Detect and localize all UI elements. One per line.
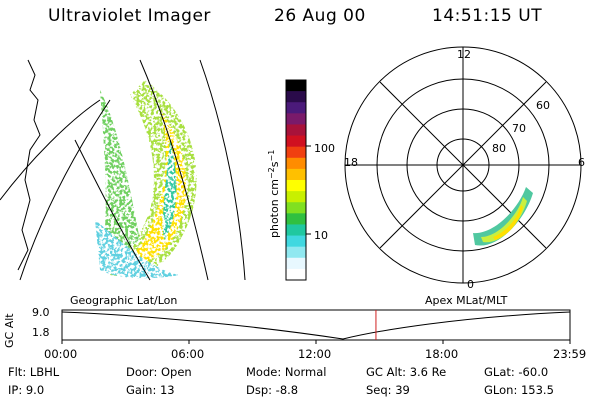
colorbar-band [286, 135, 306, 148]
colorbar-band [286, 80, 306, 92]
timeline-xtick-1800: 18:00 [425, 347, 459, 361]
polar-plot [344, 46, 582, 284]
aurora-band [95, 80, 197, 279]
colorbar-band [286, 202, 306, 214]
mlt-label-18: 18 [344, 156, 358, 169]
timeline-ytick-low: 1.8 [32, 326, 50, 339]
glon-status: GLon: 153.5 [484, 383, 554, 397]
ip-status: IP: 9.0 [8, 383, 45, 397]
mlt-label-6: 6 [578, 156, 585, 169]
geographic-image [0, 59, 246, 281]
time-label: 14:51:15 UT [432, 6, 543, 26]
colorbar-band [286, 257, 306, 270]
polar-aurora [473, 187, 533, 246]
coastline [17, 59, 41, 271]
colorbar-band [286, 102, 306, 114]
colorbar-tick-10: 10 [314, 229, 328, 242]
lat-label-80: 80 [492, 142, 506, 155]
instrument-title: Ultraviolet Imager [48, 6, 211, 26]
colorbar-band [286, 146, 306, 159]
colorbar-band [286, 191, 306, 203]
door-status: Door: Open [126, 365, 192, 379]
colorbar-label: photon cm−2s−1 [267, 150, 281, 238]
gain-status: Gain: 13 [126, 383, 175, 397]
colorbar-band [286, 168, 306, 181]
polar-caption: Apex MLat/MLT [425, 294, 508, 307]
colorbar-band [286, 213, 306, 225]
timeline-xtick-2359: 23:59 [553, 347, 587, 361]
geo-grid-lines [0, 59, 246, 281]
colorbar-band [286, 235, 306, 248]
date-label: 26 Aug 00 [274, 6, 366, 26]
filter-status: Flt: LBHL [8, 365, 60, 379]
glat-status: GLat: -60.0 [484, 365, 549, 379]
mlt-label-0: 0 [467, 278, 474, 291]
lat-label-70: 70 [512, 122, 526, 135]
mode-status: Mode: Normal [246, 365, 327, 379]
timeline-xtick-0000: 00:00 [44, 347, 78, 361]
colorbar-band [286, 180, 306, 192]
colorbar-band [286, 157, 306, 170]
lat-label-60: 60 [536, 99, 550, 112]
timeline-xtick-0600: 06:00 [171, 347, 205, 361]
colorbar-band [286, 246, 306, 259]
altitude-timeline [61, 309, 571, 344]
timeline-xtick-1200: 12:00 [298, 347, 332, 361]
timeline-ytick-high: 9.0 [32, 306, 50, 319]
seq-status: Seq: 39 [366, 383, 410, 397]
colorbar-band [286, 224, 306, 237]
colorbar-band [286, 124, 306, 137]
colorbar-tick-100: 100 [314, 142, 335, 155]
dsp-status: Dsp: -8.8 [246, 383, 299, 397]
gc-alt-status: GC Alt: 3.6 Re [366, 365, 447, 379]
colorbar-band [286, 91, 306, 103]
colorbar-band [286, 268, 306, 281]
colorbar: photon cm−2s−1 [267, 79, 311, 281]
geo-caption: Geographic Lat/Lon [70, 294, 178, 307]
mlt-label-12: 12 [457, 48, 471, 61]
timeline-ylabel: GC Alt [3, 313, 16, 348]
colorbar-band [286, 113, 306, 125]
